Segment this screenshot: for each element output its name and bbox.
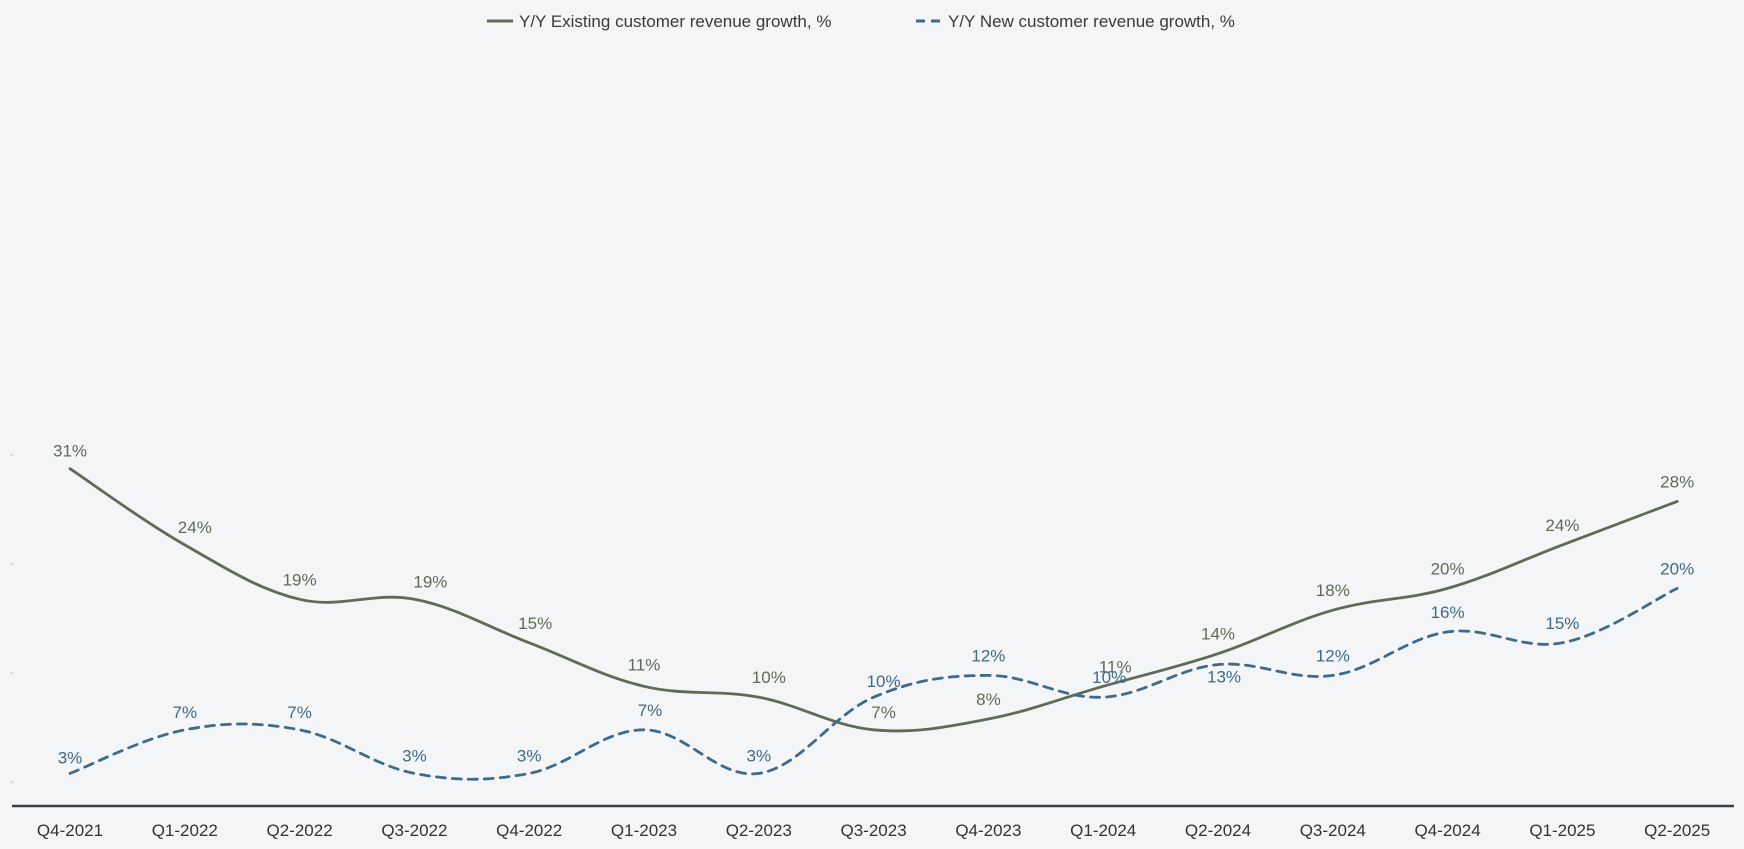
data-label-series-1: 8% (976, 690, 1001, 709)
data-label-series-1: 11% (628, 655, 661, 674)
legend-item-2: Y/Y New customer revenue growth, % (916, 12, 1235, 31)
data-label-series-2: 7% (638, 701, 663, 720)
x-tick-label: Q4-2024 (1415, 821, 1481, 840)
x-tick-label: Q4-2023 (955, 821, 1021, 840)
data-label-series-2: 10% (867, 672, 901, 691)
data-label-series-2: 13% (1207, 668, 1241, 687)
legend-item-1: Y/Y Existing customer revenue growth, % (487, 12, 831, 31)
x-tick-label: Q3-2023 (841, 821, 907, 840)
y-axis-ticks (10, 454, 13, 783)
x-tick-label: Q1-2025 (1529, 821, 1595, 840)
series-line-2 (68, 587, 1679, 781)
x-tick-label: Q1-2024 (1070, 821, 1136, 840)
data-label-series-1: 28% (1660, 472, 1694, 491)
data-labels: 31%24%19% 19%15%11%10%7%8%11%14%18%20%24%… (53, 442, 1694, 768)
x-tick-label: Q3-2022 (381, 821, 447, 840)
x-tick-label: Q2-2025 (1644, 821, 1710, 840)
x-tick-label: Q1-2022 (152, 821, 218, 840)
data-label-series-1: 11% (1099, 657, 1132, 676)
data-label-series-1: 31% (53, 442, 87, 461)
data-label-series-2: 15% (1545, 614, 1579, 633)
data-label-series-2: 3% (747, 746, 772, 765)
series-line-1 (68, 467, 1679, 733)
data-label-series-1: 7% (871, 703, 896, 722)
legend-label: Y/Y New customer revenue growth, % (948, 12, 1235, 31)
data-label-series-1: 14% (1201, 625, 1235, 644)
data-label-series-2: 7% (173, 703, 198, 722)
data-label-series-1: 19% (283, 570, 317, 589)
data-label-series-1: 24% (178, 518, 212, 537)
data-label-series-2: 12% (1316, 646, 1350, 665)
x-tick-label: Q3-2024 (1300, 821, 1366, 840)
data-label-series-2: 7% (287, 703, 312, 722)
x-tick-label: Q4-2022 (496, 821, 562, 840)
data-label-series-1: 24% (1545, 516, 1579, 535)
data-label-series-1: 19% (413, 572, 447, 591)
data-label-series-1: 20% (1431, 559, 1465, 578)
data-label-series-2: 3% (402, 746, 427, 765)
x-tick-label: Q1-2023 (611, 821, 677, 840)
data-label-series-2: 16% (1431, 603, 1465, 622)
data-label-series-2: 12% (971, 646, 1005, 665)
data-label-series-2: 3% (58, 748, 83, 767)
data-label-series-2: 20% (1660, 559, 1694, 578)
series-lines (68, 467, 1679, 781)
x-tick-label: Q2-2023 (726, 821, 792, 840)
data-label-series-1: 10% (752, 668, 786, 687)
legend: Y/Y Existing customer revenue growth, % Y… (487, 12, 1235, 31)
x-tick-label: Q2-2024 (1185, 821, 1251, 840)
data-label-series-1: 15% (518, 614, 552, 633)
data-label-series-2: 10% (1092, 668, 1126, 687)
x-axis-tick-labels: Q4-2021 Q1-2022 Q2-2022 Q3-2022 Q4-2022 Q1-20… (37, 821, 1710, 840)
data-label-series-1: 18% (1316, 581, 1350, 600)
legend-label: Y/Y Existing customer revenue growth, % (519, 12, 831, 31)
x-tick-label: Q4-2021 (37, 821, 103, 840)
x-tick-label: Q2-2022 (267, 821, 333, 840)
data-label-series-2: 3% (517, 746, 542, 765)
